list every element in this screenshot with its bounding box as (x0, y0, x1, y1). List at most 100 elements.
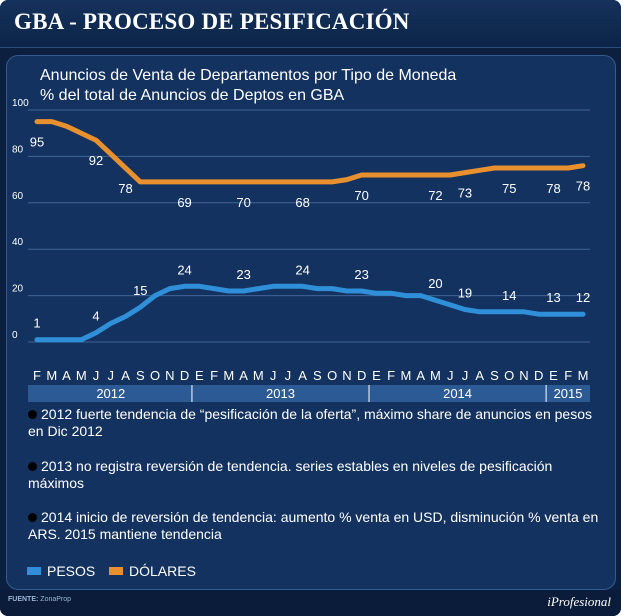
note-2012: 2012 fuerte tendencia de “pesificación d… (28, 406, 608, 440)
x-tick-label: A (416, 368, 425, 383)
legend-item-pesos: PESOS (27, 563, 95, 579)
x-tick-label: J (93, 368, 100, 383)
data-label: 20 (428, 276, 442, 291)
series-line-pesos (34, 283, 586, 343)
x-tick-label: D (534, 368, 543, 383)
data-label: 78 (576, 179, 590, 194)
note-text: 2014 inicio de reversión de tendencia: a… (28, 509, 599, 542)
data-label: 70 (236, 195, 250, 210)
data-label: 24 (295, 262, 309, 277)
x-tick-label: E (549, 368, 558, 383)
x-tick-label: A (121, 368, 130, 383)
data-label: 95 (30, 135, 44, 150)
data-label: 23 (354, 267, 368, 282)
x-tick-label: E (372, 368, 381, 383)
source-label: FUENTE: (8, 596, 39, 603)
note-2013: 2013 no registra reversión de tendencia.… (28, 458, 608, 492)
bullet-icon (28, 462, 37, 471)
data-label: 23 (236, 267, 250, 282)
data-label: 73 (458, 186, 472, 201)
y-tick-label: 40 (12, 237, 24, 248)
x-tick-label: J (462, 368, 469, 383)
series-line-dolares (34, 119, 586, 185)
x-tick-label: M (46, 368, 57, 383)
y-tick-label: 60 (12, 191, 24, 202)
x-tick-label: S (490, 368, 499, 383)
data-label: 78 (546, 181, 560, 196)
data-label: 13 (546, 290, 560, 305)
legend-swatch-dolares (109, 567, 123, 575)
x-tick-label: A (298, 368, 307, 383)
x-tick-label: M (76, 368, 87, 383)
data-label: 68 (295, 195, 309, 210)
year-label: 2012 (96, 386, 125, 401)
brand-logo: iProfesional (547, 594, 611, 609)
x-tick-label: M (253, 368, 264, 383)
x-tick-label: S (136, 368, 145, 383)
data-label: 92 (89, 153, 103, 168)
x-tick-label: M (578, 368, 589, 383)
legend-item-dolares: DÓLARES (109, 563, 196, 579)
data-label: 19 (458, 286, 472, 301)
x-tick-label: S (313, 368, 322, 383)
x-tick-label: O (327, 368, 337, 383)
x-tick-label: O (150, 368, 160, 383)
x-tick-label: M (223, 368, 234, 383)
data-label: 75 (502, 181, 516, 196)
y-tick-label: 80 (12, 144, 24, 155)
source-value: ZonaProp (40, 596, 72, 603)
x-tick-label: M (430, 368, 441, 383)
x-tick-label: J (270, 368, 277, 383)
year-label: 2013 (266, 386, 295, 401)
data-label: 12 (576, 290, 590, 305)
data-label: 69 (177, 195, 191, 210)
bullet-icon (28, 513, 37, 522)
x-tick-label: A (239, 368, 248, 383)
x-tick-label: F (564, 368, 572, 383)
x-tick-label: M (400, 368, 411, 383)
y-tick-label: 100 (12, 98, 29, 109)
data-label: 1 (33, 316, 40, 331)
data-label: 78 (118, 181, 132, 196)
x-tick-label: N (165, 368, 174, 383)
data-label: 14 (502, 288, 516, 303)
x-tick-label: D (180, 368, 189, 383)
y-tick-label: 0 (12, 330, 18, 341)
x-tick-label: J (285, 368, 292, 383)
footer-bar (0, 590, 621, 616)
chart-title: Anuncios de Venta de Departamentos por T… (40, 67, 457, 84)
x-tick-label: N (519, 368, 528, 383)
x-tick-label: F (33, 368, 41, 383)
header-bar: GBA - PROCESO DE PESIFICACIÓN (0, 0, 621, 48)
legend-label-pesos: PESOS (47, 563, 96, 579)
chart-subtitle: % del total de Anuncios de Deptos en GBA (40, 87, 345, 104)
data-label: 70 (354, 188, 368, 203)
y-tick-label: 20 (12, 284, 24, 295)
x-tick-label: A (475, 368, 484, 383)
data-label: 72 (428, 188, 442, 203)
x-tick-label: F (210, 368, 218, 383)
note-text: 2012 fuerte tendencia de “pesificación d… (28, 406, 593, 439)
bullet-icon (28, 410, 37, 419)
x-tick-label: A (62, 368, 71, 383)
year-label: 2014 (443, 386, 472, 401)
x-tick-label: D (357, 368, 366, 383)
data-label: 15 (133, 283, 147, 298)
x-tick-label: E (195, 368, 204, 383)
x-tick-label: J (108, 368, 115, 383)
x-tick-label: N (342, 368, 351, 383)
x-tick-label: O (504, 368, 514, 383)
x-tick-label: J (447, 368, 454, 383)
legend-label-dolares: DÓLARES (129, 563, 196, 579)
note-text: 2013 no registra reversión de tendencia.… (28, 458, 553, 491)
source-credit: FUENTE: ZonaProp (8, 596, 71, 603)
note-2014: 2014 inicio de reversión de tendencia: a… (28, 509, 608, 543)
data-label: 4 (92, 309, 99, 324)
x-tick-label: F (387, 368, 395, 383)
page-title: GBA - PROCESO DE PESIFICACIÓN (14, 9, 410, 34)
year-band (28, 385, 590, 402)
data-label: 24 (177, 262, 191, 277)
legend-swatch-pesos (27, 567, 41, 575)
